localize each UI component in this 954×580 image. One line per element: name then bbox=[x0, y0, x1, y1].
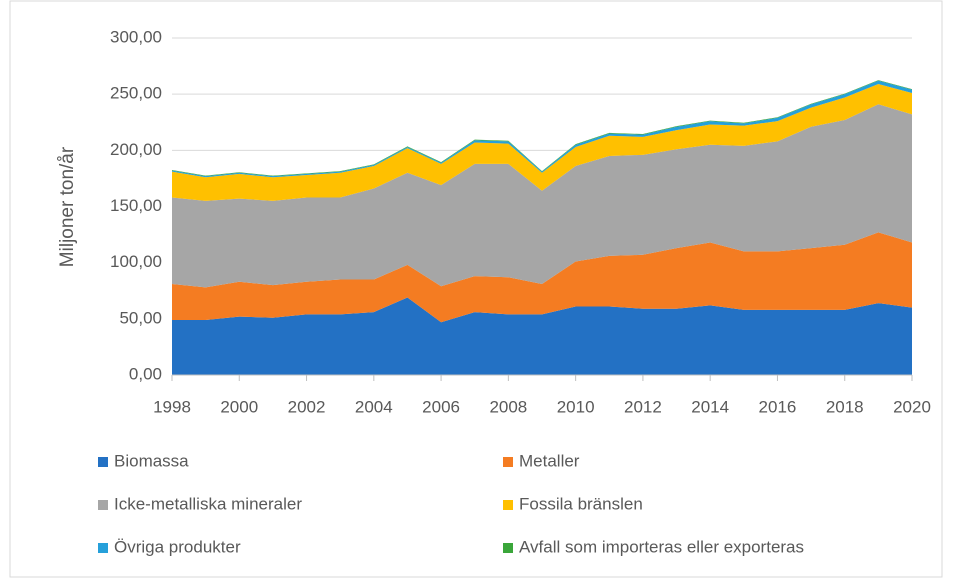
y-tick-label: 50,00 bbox=[119, 308, 162, 327]
y-tick-label: 100,00 bbox=[110, 252, 162, 271]
y-tick-label: 200,00 bbox=[110, 140, 162, 159]
x-tick-label: 2012 bbox=[624, 397, 662, 416]
x-tick-label: 2006 bbox=[422, 397, 460, 416]
y-tick-label: 0,00 bbox=[129, 364, 162, 383]
y-tick-label: 250,00 bbox=[110, 84, 162, 103]
x-tick-label: 2014 bbox=[691, 397, 729, 416]
area bbox=[172, 297, 912, 375]
x-tick-label: 2016 bbox=[759, 397, 797, 416]
legend-label: Metaller bbox=[519, 451, 580, 470]
legend-swatch bbox=[503, 543, 513, 553]
x-tick-label: 2018 bbox=[826, 397, 864, 416]
area bbox=[172, 84, 912, 201]
x-tick-label: 1998 bbox=[153, 397, 191, 416]
x-tick-label: 2000 bbox=[220, 397, 258, 416]
x-tick-label: 2002 bbox=[288, 397, 326, 416]
legend-label: Biomassa bbox=[114, 451, 189, 470]
legend-swatch bbox=[98, 457, 108, 467]
x-tick-label: 2010 bbox=[557, 397, 595, 416]
y-axis-title: Miljoner ton/år bbox=[57, 146, 78, 267]
x-tick-label: 2004 bbox=[355, 397, 393, 416]
x-tick-label: 2020 bbox=[893, 397, 931, 416]
y-tick-label: 300,00 bbox=[110, 27, 162, 46]
legend-label: Fossila bränslen bbox=[519, 494, 643, 513]
legend-swatch bbox=[503, 500, 513, 510]
y-tick-label: 150,00 bbox=[110, 196, 162, 215]
x-tick-label: 2008 bbox=[489, 397, 527, 416]
legend-swatch bbox=[98, 500, 108, 510]
legend-label: Icke-metalliska mineraler bbox=[114, 494, 302, 513]
legend-label: Övriga produkter bbox=[114, 537, 241, 556]
area bbox=[172, 104, 912, 288]
legend-label: Avfall som importeras eller exporteras bbox=[519, 537, 804, 556]
legend-swatch bbox=[503, 457, 513, 467]
area bbox=[172, 232, 912, 323]
legend-swatch bbox=[98, 543, 108, 553]
